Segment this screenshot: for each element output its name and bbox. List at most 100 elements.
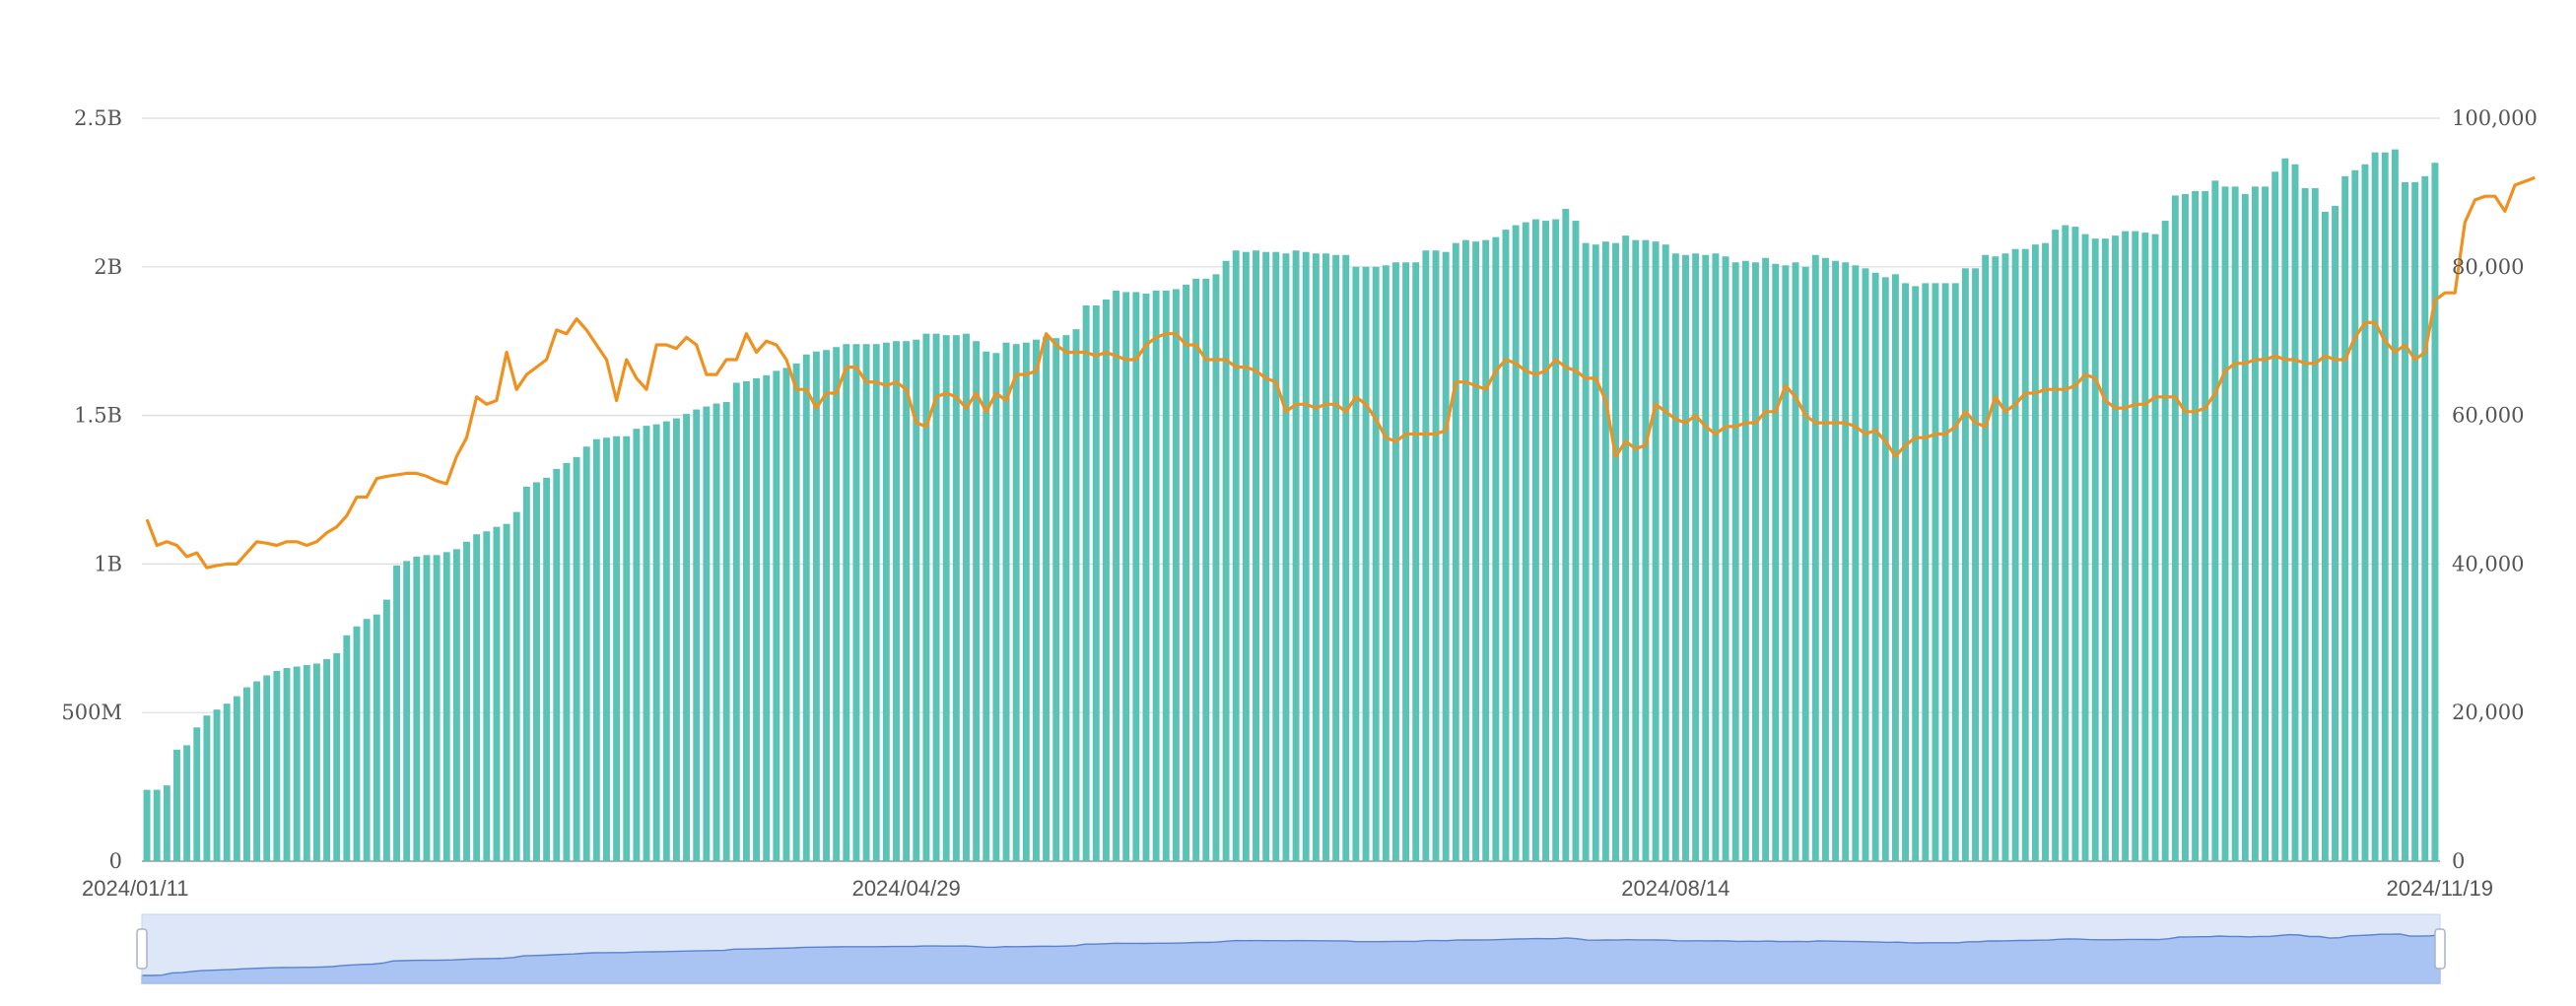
bar bbox=[213, 709, 221, 861]
bar-series bbox=[143, 149, 2439, 862]
bar bbox=[353, 626, 361, 861]
x-tick-label: 2024/04/29 bbox=[852, 876, 961, 901]
bar bbox=[343, 635, 351, 861]
y-left-tick-label: 500M bbox=[61, 701, 122, 724]
bar bbox=[1082, 305, 1090, 861]
bar bbox=[1502, 230, 1510, 862]
bar bbox=[1183, 284, 1189, 861]
bar bbox=[2202, 190, 2209, 862]
bar bbox=[1132, 292, 1140, 861]
bar bbox=[1242, 251, 1250, 862]
bar bbox=[153, 789, 161, 861]
bar bbox=[1232, 250, 1240, 861]
bar bbox=[2001, 253, 2009, 861]
bar bbox=[1202, 278, 1210, 861]
bar bbox=[522, 486, 530, 861]
bar bbox=[1142, 293, 1150, 862]
bar bbox=[1392, 262, 1399, 861]
y-left-tick-label: 0 bbox=[109, 849, 122, 873]
bar bbox=[1871, 272, 1879, 861]
bar bbox=[1542, 221, 1549, 861]
bar bbox=[922, 333, 930, 861]
bar bbox=[363, 619, 371, 861]
bar bbox=[1762, 257, 1770, 861]
bar bbox=[2011, 248, 2019, 862]
bar bbox=[2271, 171, 2279, 862]
bar bbox=[493, 526, 501, 861]
bar bbox=[1941, 283, 1949, 861]
bar bbox=[893, 341, 900, 861]
bar bbox=[2112, 235, 2119, 861]
bar bbox=[913, 339, 920, 861]
bar bbox=[1682, 254, 1689, 862]
bar bbox=[1801, 266, 1809, 861]
bar bbox=[1332, 254, 1340, 862]
bar bbox=[613, 436, 621, 861]
bar bbox=[1661, 244, 1669, 861]
bar bbox=[652, 424, 660, 861]
bar bbox=[1852, 265, 1860, 861]
bar bbox=[1442, 251, 1450, 862]
bar bbox=[742, 380, 750, 861]
bar bbox=[2301, 187, 2309, 862]
y-left-tick-label: 2B bbox=[94, 255, 122, 279]
bar bbox=[1891, 274, 1899, 862]
bar bbox=[403, 561, 411, 861]
bar bbox=[2371, 152, 2379, 861]
bar bbox=[932, 333, 940, 861]
bar bbox=[2391, 149, 2399, 862]
bar bbox=[1992, 256, 2000, 861]
bar bbox=[1402, 262, 1410, 861]
bar bbox=[963, 333, 970, 861]
bar bbox=[1821, 257, 1829, 861]
bar bbox=[233, 696, 240, 861]
zoom-slider[interactable] bbox=[136, 913, 2446, 984]
slider-handle-left[interactable] bbox=[136, 928, 148, 970]
bar bbox=[1582, 242, 1590, 861]
bar bbox=[662, 421, 670, 861]
bar bbox=[253, 681, 261, 861]
bar bbox=[1072, 329, 1080, 861]
bar bbox=[1342, 254, 1350, 862]
left-axis: 0 500M 1B 1.5B 2B 2.5B bbox=[61, 106, 122, 873]
bar bbox=[1172, 289, 1180, 861]
bar bbox=[2141, 233, 2149, 862]
bar bbox=[2161, 221, 2169, 861]
bar bbox=[373, 614, 380, 861]
bar bbox=[273, 670, 281, 861]
bar bbox=[2311, 187, 2319, 862]
bar bbox=[1461, 239, 1469, 861]
bar bbox=[1982, 254, 1990, 862]
bar bbox=[872, 344, 880, 861]
line-series bbox=[145, 175, 2536, 570]
bar bbox=[2431, 163, 2439, 862]
bar bbox=[782, 368, 790, 861]
bar bbox=[862, 344, 870, 861]
bar bbox=[512, 511, 520, 861]
bar bbox=[1972, 268, 1979, 862]
bar bbox=[1961, 268, 1969, 862]
y-right-tick-label: 80,000 bbox=[2452, 255, 2524, 279]
bar bbox=[1282, 253, 1290, 861]
bar bbox=[293, 666, 301, 861]
bar bbox=[2101, 238, 2109, 861]
bar bbox=[1652, 241, 1660, 861]
bar bbox=[1692, 253, 1700, 861]
bar bbox=[1632, 239, 1640, 861]
bar bbox=[952, 335, 960, 862]
bar bbox=[1033, 339, 1040, 861]
slider-handle-right[interactable] bbox=[2434, 928, 2446, 970]
bar bbox=[1772, 263, 1780, 861]
bar bbox=[1022, 342, 1030, 861]
bar bbox=[2262, 186, 2270, 862]
bar bbox=[533, 482, 540, 861]
bar bbox=[2291, 164, 2299, 862]
bar bbox=[2231, 186, 2239, 862]
bar bbox=[1811, 254, 1819, 862]
bar bbox=[263, 675, 271, 861]
bar bbox=[173, 749, 180, 861]
bar bbox=[1531, 219, 1539, 861]
bar bbox=[382, 599, 390, 861]
bar bbox=[1912, 286, 1920, 861]
bar bbox=[503, 523, 510, 861]
